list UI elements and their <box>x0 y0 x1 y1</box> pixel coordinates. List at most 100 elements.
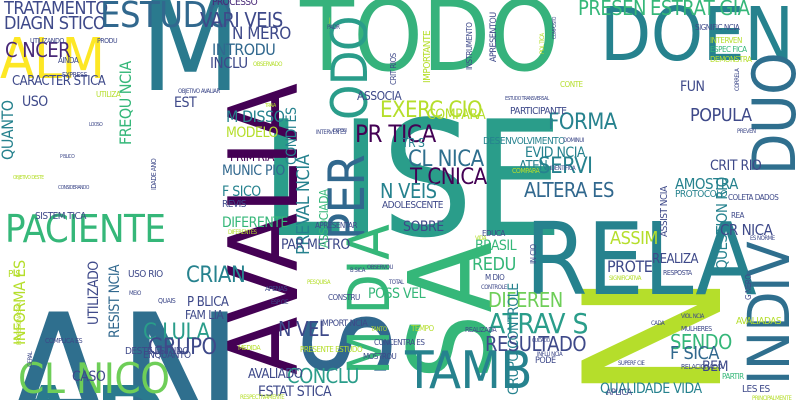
cloud-word: EXERC CIO <box>380 98 483 123</box>
cloud-word: SIGNIFIC NCIA <box>695 23 740 32</box>
cloud-word: COMPARA <box>427 107 486 123</box>
cloud-word: CR NICA <box>720 221 773 239</box>
cloud-word: AP <box>5 370 167 400</box>
cloud-word: INDIV <box>735 241 800 385</box>
cloud-word: EXPRESS <box>62 71 87 79</box>
cloud-word: LOOSO <box>89 122 103 128</box>
cloud-word: CRIAN <box>186 263 246 288</box>
cloud-word: G NERO <box>744 274 753 300</box>
cloud-word: CONSTRU <box>328 293 360 302</box>
cloud-word: FORMA <box>548 110 617 135</box>
cloud-word: MULHERES <box>681 325 712 333</box>
cloud-word: FREQU NCIA <box>116 61 135 145</box>
cloud-word: C LULA <box>143 320 210 345</box>
cloud-word: COLETA DADOS <box>728 193 779 202</box>
cloud-word: BEM <box>702 359 728 375</box>
cloud-word: LES ES <box>742 384 770 395</box>
cloud-word: PRESENTE ESTUDO <box>300 345 363 354</box>
cloud-word: VARI VEIS <box>200 8 283 32</box>
cloud-word: APLICA <box>606 388 632 398</box>
cloud-word: TRAIA <box>265 103 276 109</box>
cloud-word: COMPOSTO <box>552 17 558 39</box>
cloud-word: AN <box>0 274 244 400</box>
cloud-word: F SICO <box>222 184 261 200</box>
cloud-word: PROTE <box>607 257 653 276</box>
cloud-word: DOEN <box>600 0 794 78</box>
cloud-word: ASSIM <box>610 228 658 249</box>
cloud-word: OBJETIVO DESTE <box>13 175 44 181</box>
cloud-word: EXPOSI <box>333 128 347 134</box>
cloud-word: ESTUDO TRANSVERSAL <box>505 96 549 102</box>
cloud-word: ESPEC FICA <box>710 45 747 54</box>
cloud-word: J <box>329 17 331 24</box>
cloud-word: REALIZADA <box>465 326 497 334</box>
cloud-word: POSS VEL <box>368 286 426 302</box>
cloud-word: USO <box>22 94 48 110</box>
cloud-word: APRESENTAR <box>315 221 358 230</box>
cloud-word: TEMPO <box>411 324 434 333</box>
cloud-word: M DISSO <box>226 107 285 126</box>
cloud-word: RELACIONADO <box>681 363 722 371</box>
cloud-word: SENDO <box>670 330 732 354</box>
cloud-word: SERVI <box>538 154 593 179</box>
cloud-word: MEDIDA <box>238 344 261 352</box>
cloud-word: M <box>140 0 241 121</box>
cloud-word: OBSERVADO <box>253 61 283 68</box>
cloud-word: QUALIDADE VIDA <box>600 381 702 397</box>
cloud-word: CONTROLE <box>481 284 507 291</box>
cloud-word: DEMONSTRA <box>710 55 752 64</box>
cloud-word: RELA <box>525 201 757 318</box>
cloud-word: VIOL NCIA <box>681 313 704 320</box>
cloud-word: PACIENTE <box>5 207 166 251</box>
cloud-word: TRATAMENTO <box>4 0 108 19</box>
cloud-word: INFLU NCIA <box>537 351 563 358</box>
cloud-word: REDU <box>472 254 516 275</box>
cloud-word: TODO <box>300 0 559 94</box>
cloud-word: INSTRUMENTO <box>465 22 474 70</box>
cloud-word: PESQUISA <box>307 279 331 286</box>
cloud-word: SUPERF CIE <box>618 360 645 367</box>
cloud-word: OBSERVOU <box>367 264 393 271</box>
cloud-word: DESENVOLVIMENTO <box>483 136 565 147</box>
cloud-word: IDADE ANO <box>150 158 158 190</box>
cloud-word: CONDI ES <box>284 107 300 166</box>
cloud-word: ESTUDO <box>100 0 232 36</box>
cloud-word: ESTRAT GIA <box>650 0 750 20</box>
cloud-word: AMOSTRA <box>675 175 738 193</box>
cloud-word: ES NORME <box>750 235 775 242</box>
cloud-word: GRUPO CONTROLE <box>506 283 522 395</box>
cloud-word: REALIZA <box>652 252 698 267</box>
cloud-word: MODELO <box>226 125 278 141</box>
cloud-word: DIFERENTES <box>228 229 257 236</box>
cloud-word: MOSTROU <box>363 352 397 361</box>
cloud-word: PROCESSO <box>212 0 258 8</box>
cloud-word: CL NICO <box>18 354 170 400</box>
cloud-word: COMPLICA ES <box>45 337 83 345</box>
cloud-word: CORRELA <box>734 68 741 91</box>
cloud-word: UTILIZANDO <box>30 37 64 45</box>
cloud-word: N VEL <box>278 317 329 341</box>
cloud-word: FAM LIA <box>185 308 224 322</box>
cloud-word: INTRODU <box>212 40 276 59</box>
cloud-word: PR TICA <box>355 120 436 148</box>
cloud-word: PRINCIPALMENTE <box>752 395 792 400</box>
cloud-word: DOMINUI <box>563 137 584 144</box>
cloud-word: ASSOCIA <box>357 89 402 103</box>
cloud-word: DUO <box>740 52 800 175</box>
cloud-word: CONTE <box>560 80 583 89</box>
cloud-word: USO RIO <box>128 269 163 280</box>
cloud-word: SOBRE <box>403 219 444 235</box>
cloud-word: P BLICO <box>60 154 75 160</box>
cloud-word: GERAL <box>27 351 34 367</box>
cloud-word: RESPOSTA <box>663 269 692 277</box>
cloud-word: CARACTER STICA <box>12 74 106 89</box>
cloud-word: FUN <box>680 79 705 95</box>
cloud-word: POL TICA <box>539 33 546 54</box>
cloud-word: VIDA <box>475 235 487 242</box>
cloud-word: DIAGN STICO <box>4 13 106 34</box>
cloud-word: PADR <box>327 24 340 31</box>
cloud-word: LISE <box>260 86 563 273</box>
cloud-word: INTERVEN <box>710 36 742 45</box>
cloud-word: PROTOCOLO <box>675 189 727 200</box>
cloud-word: TAMB <box>405 341 532 400</box>
